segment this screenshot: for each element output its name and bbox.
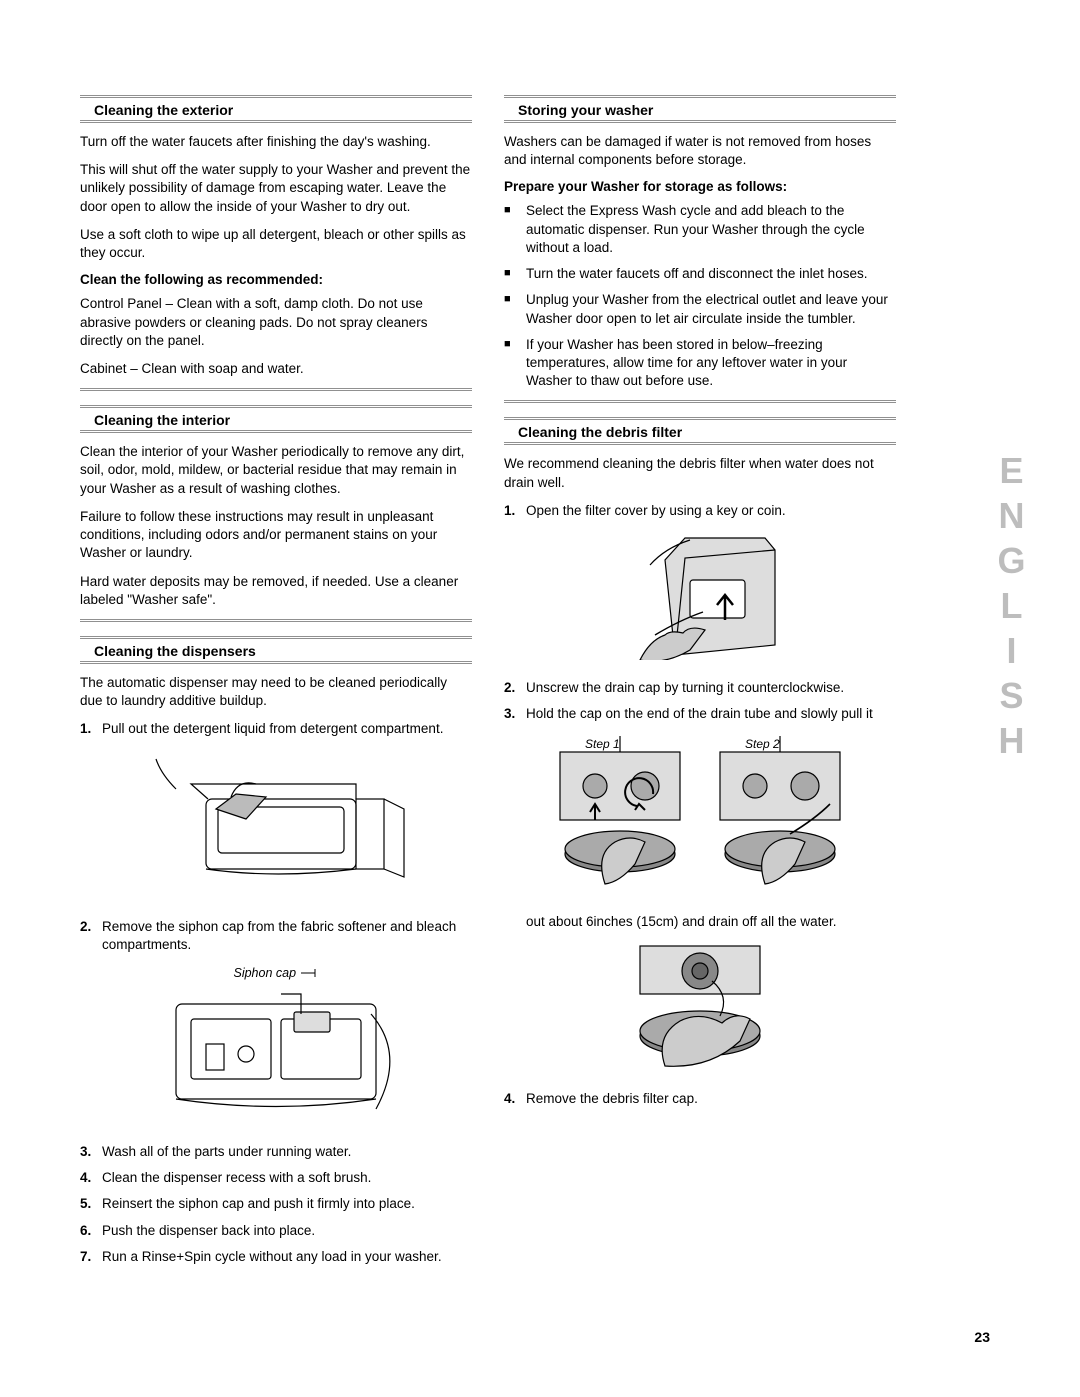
dispenser-steps: Wash all of the parts under running wate… — [80, 1143, 472, 1266]
heading-storing-washer: Storing your washer — [504, 95, 896, 123]
body-text: Cabinet – Clean with soap and water. — [80, 360, 472, 378]
filter-steps: Open the filter cover by using a key or … — [504, 502, 896, 520]
body-text: The automatic dispenser may need to be c… — [80, 674, 472, 710]
list-item: Open the filter cover by using a key or … — [504, 502, 896, 520]
right-column: Storing your washer Washers can be damag… — [504, 95, 896, 1276]
continuation-text: out about 6inches (15cm) and drain off a… — [526, 913, 896, 931]
body-text: Turn off the water faucets after finishi… — [80, 133, 472, 151]
storage-steps: Select the Express Wash cycle and add bl… — [504, 202, 896, 390]
list-item: Hold the cap on the end of the drain tub… — [504, 705, 896, 723]
body-text: This will shut off the water supply to y… — [80, 161, 472, 216]
list-item: Remove the debris filter cap. — [504, 1090, 896, 1108]
list-item: Pull out the detergent liquid from deter… — [80, 720, 472, 738]
list-item: Run a Rinse+Spin cycle without any load … — [80, 1248, 472, 1266]
list-item: Reinsert the siphon cap and push it firm… — [80, 1195, 472, 1213]
figure-siphon-cap: Siphon cap — [80, 964, 472, 1129]
list-item: Unscrew the drain cap by turning it coun… — [504, 679, 896, 697]
body-text: Washers can be damaged if water is not r… — [504, 133, 896, 169]
heading-debris-filter: Cleaning the debris filter — [504, 417, 896, 445]
heading-cleaning-dispensers: Cleaning the dispensers — [80, 636, 472, 664]
filter-steps: Unscrew the drain cap by turning it coun… — [504, 679, 896, 723]
dispenser-steps: Pull out the detergent liquid from deter… — [80, 720, 472, 738]
list-item: Unplug your Washer from the electrical o… — [504, 291, 896, 327]
list-item: Clean the dispenser recess with a soft b… — [80, 1169, 472, 1187]
step2-label: Step 2 — [745, 737, 780, 751]
figure-filter-cover — [504, 530, 896, 665]
divider — [80, 619, 472, 622]
list-item: Push the dispenser back into place. — [80, 1222, 472, 1240]
page-number: 23 — [974, 1329, 990, 1345]
step1-label: Step 1 — [585, 737, 620, 751]
heading-cleaning-interior: Cleaning the interior — [80, 405, 472, 433]
body-text: Hard water deposits may be removed, if n… — [80, 573, 472, 609]
list-item: Turn the water faucets off and disconnec… — [504, 265, 896, 283]
siphon-cap-label: Siphon cap — [233, 966, 296, 980]
figure-remove-cap — [504, 941, 896, 1076]
body-text: Use a soft cloth to wipe up all detergen… — [80, 226, 472, 262]
subheading: Clean the following as recommended: — [80, 272, 472, 287]
figure-dispenser-pullout — [80, 749, 472, 904]
left-column: Cleaning the exterior Turn off the water… — [80, 95, 472, 1276]
page-content: Cleaning the exterior Turn off the water… — [80, 95, 990, 1276]
dispenser-steps: Remove the siphon cap from the fabric so… — [80, 918, 472, 954]
figure-drain-steps: Step 1 Step 2 — [504, 734, 896, 899]
divider — [504, 400, 896, 403]
body-text: Control Panel – Clean with a soft, damp … — [80, 295, 472, 350]
list-item: Wash all of the parts under running wate… — [80, 1143, 472, 1161]
body-text: Clean the interior of your Washer period… — [80, 443, 472, 498]
filter-steps: Remove the debris filter cap. — [504, 1090, 896, 1108]
body-text: Failure to follow these instructions may… — [80, 508, 472, 563]
list-item: Select the Express Wash cycle and add bl… — [504, 202, 896, 257]
body-text: We recommend cleaning the debris filter … — [504, 455, 896, 491]
divider — [80, 388, 472, 391]
list-item: If your Washer has been stored in below–… — [504, 336, 896, 391]
subheading: Prepare your Washer for storage as follo… — [504, 179, 896, 194]
heading-cleaning-exterior: Cleaning the exterior — [80, 95, 472, 123]
list-item: Remove the siphon cap from the fabric so… — [80, 918, 472, 954]
language-tab: ENGLISH — [990, 450, 1032, 765]
